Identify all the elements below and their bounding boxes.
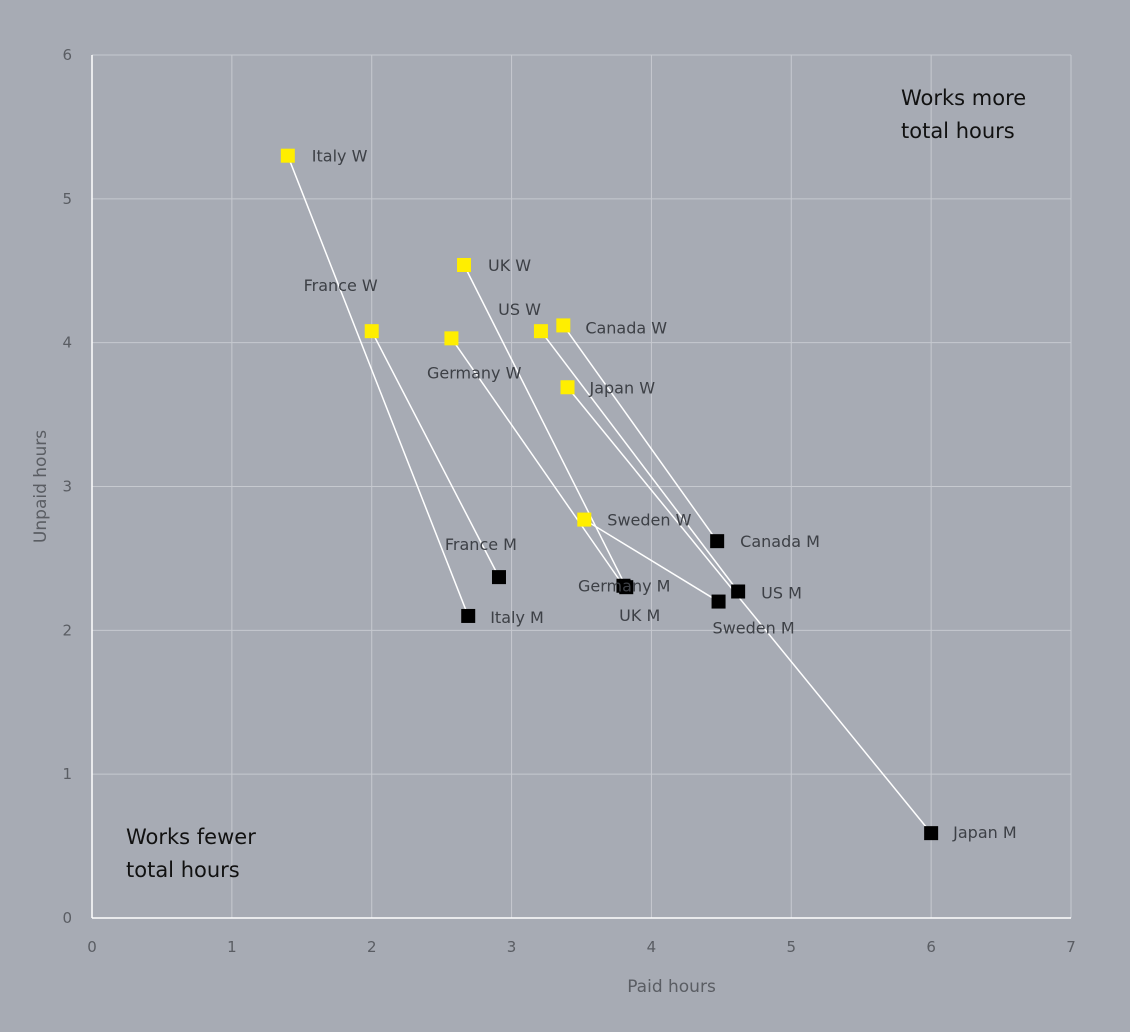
point-label-germany-w: Germany W bbox=[427, 363, 522, 382]
y-tick-label: 0 bbox=[62, 909, 72, 927]
point-label-us-m: US M bbox=[761, 583, 802, 602]
x-tick-label: 0 bbox=[87, 938, 97, 956]
point-us-m bbox=[731, 584, 746, 599]
axis-layer: 0 1 2 3 4 5 6 7 0 1 2 3 4 5 6 Paid hours Unpaid hours bbox=[31, 46, 1076, 997]
connector-italy bbox=[287, 155, 469, 617]
x-tick-label: 7 bbox=[1066, 938, 1076, 956]
x-tick-label: 5 bbox=[787, 938, 797, 956]
x-tick-label: 4 bbox=[647, 938, 657, 956]
connector-germany bbox=[450, 337, 625, 587]
point-label-us-w: US W bbox=[498, 300, 541, 319]
grid-layer bbox=[92, 54, 1072, 918]
point-france-w bbox=[364, 324, 379, 339]
connector-us bbox=[540, 330, 739, 592]
point-italy-m bbox=[461, 608, 476, 623]
x-tick-label: 3 bbox=[507, 938, 517, 956]
point-italy-w bbox=[280, 148, 295, 163]
point-sweden-m bbox=[711, 594, 726, 609]
point-us-w bbox=[533, 324, 548, 339]
x-tick-label: 1 bbox=[227, 938, 237, 956]
point-label-france-m: France M bbox=[445, 535, 517, 554]
point-canada-w bbox=[556, 318, 571, 333]
connector-canada bbox=[562, 324, 718, 542]
point-canada-m bbox=[710, 534, 725, 549]
connector-uk bbox=[463, 264, 627, 588]
point-sweden-w bbox=[577, 512, 592, 527]
y-axis-title: Unpaid hours bbox=[31, 430, 51, 543]
y-tick-label: 1 bbox=[62, 765, 72, 783]
annotation-layer: Works more total hours Works fewer total ho… bbox=[126, 86, 1026, 882]
y-tick-label: 5 bbox=[62, 190, 72, 208]
annotation-line: total hours bbox=[126, 858, 240, 882]
point-label-japan-m: Japan M bbox=[952, 823, 1017, 842]
point-japan-m bbox=[924, 826, 939, 841]
point-label-italy-m: Italy M bbox=[490, 608, 544, 627]
connector-sweden bbox=[583, 518, 719, 603]
point-japan-w bbox=[560, 380, 575, 395]
point-layer bbox=[280, 148, 939, 841]
point-uk-m bbox=[619, 580, 634, 595]
annotation-line: Works fewer bbox=[126, 825, 256, 849]
y-tick-label: 3 bbox=[62, 478, 72, 496]
point-label-sweden-w: Sweden W bbox=[607, 511, 691, 530]
point-label-canada-w: Canada W bbox=[585, 318, 667, 337]
point-label-uk-w: UK W bbox=[488, 256, 531, 275]
annotation-bottom-left: Works fewer total hours bbox=[126, 825, 256, 882]
annotation-line: Works more bbox=[901, 86, 1026, 110]
point-label-france-w: France W bbox=[304, 276, 378, 295]
x-tick-label: 2 bbox=[367, 938, 377, 956]
point-uk-w bbox=[457, 257, 472, 272]
x-axis-title: Paid hours bbox=[627, 977, 716, 997]
point-label-germany-m: Germany M bbox=[578, 577, 670, 596]
connector-france bbox=[371, 330, 500, 578]
point-label-sweden-m: Sweden M bbox=[713, 619, 795, 638]
point-label-japan-w: Japan W bbox=[589, 378, 656, 397]
annotation-top-right: Works more total hours bbox=[901, 86, 1026, 143]
point-label-canada-m: Canada M bbox=[740, 532, 820, 551]
annotation-line: total hours bbox=[901, 119, 1015, 143]
point-germany-w bbox=[444, 331, 459, 346]
connector-layer bbox=[287, 155, 932, 834]
x-tick-label: 6 bbox=[926, 938, 936, 956]
label-layer: Italy W France W UK W Germany W US W Canada W… bbox=[304, 147, 1017, 842]
y-tick-label: 4 bbox=[62, 334, 72, 352]
connector-japan bbox=[566, 386, 932, 834]
point-label-italy-w: Italy W bbox=[312, 147, 368, 166]
y-tick-label: 2 bbox=[62, 621, 72, 639]
point-france-m bbox=[491, 570, 506, 585]
y-tick-label: 6 bbox=[62, 46, 72, 64]
point-label-uk-m: UK M bbox=[619, 606, 660, 625]
